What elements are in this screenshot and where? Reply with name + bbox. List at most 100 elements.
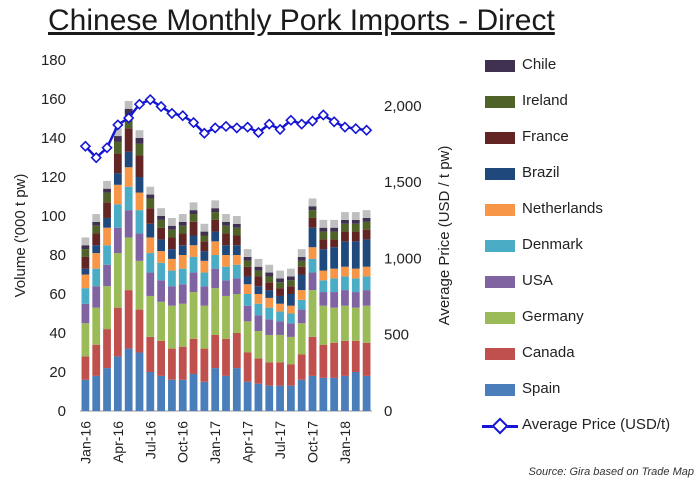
legend-label: Canada bbox=[522, 344, 575, 361]
bar-netherlands bbox=[254, 294, 263, 304]
bar-canada bbox=[146, 336, 155, 372]
bar-cap bbox=[286, 268, 295, 277]
bar-usa bbox=[189, 272, 198, 293]
price-marker bbox=[231, 122, 243, 134]
bar-germany bbox=[232, 294, 241, 333]
bar-denmark bbox=[211, 255, 220, 269]
price-marker bbox=[328, 116, 340, 128]
bar-netherlands bbox=[341, 266, 349, 277]
bar-cap bbox=[276, 270, 284, 279]
bar-usa bbox=[178, 284, 187, 304]
bar-brazil bbox=[351, 241, 360, 269]
bar-germany bbox=[103, 286, 111, 330]
bar-canada bbox=[157, 340, 166, 376]
price-marker bbox=[220, 120, 232, 133]
bar-chile bbox=[178, 221, 187, 226]
bar-spain bbox=[243, 381, 252, 411]
bar-spain bbox=[189, 373, 198, 411]
y2-tick-label: 0 bbox=[384, 403, 392, 420]
bar-netherlands bbox=[330, 268, 339, 279]
price-marker bbox=[285, 114, 297, 126]
bar-chile bbox=[92, 221, 101, 226]
bar-france bbox=[211, 219, 220, 232]
bar-canada bbox=[330, 342, 339, 378]
bar-cap bbox=[351, 212, 360, 220]
bar-brazil bbox=[189, 235, 198, 246]
bar-germany bbox=[276, 334, 284, 363]
price-marker bbox=[101, 142, 113, 154]
bar-chile bbox=[254, 266, 263, 271]
bar-usa bbox=[351, 292, 360, 308]
bar-france bbox=[81, 256, 90, 269]
bar-netherlands bbox=[157, 251, 166, 263]
y2-tick-label: 2,000 bbox=[384, 98, 422, 115]
bar-spain bbox=[146, 372, 155, 411]
bar-cap bbox=[319, 219, 328, 228]
legend-label: Average Price (USD/t) bbox=[522, 416, 671, 433]
bar-france bbox=[103, 202, 111, 218]
bar-chile bbox=[330, 227, 339, 232]
bar-brazil bbox=[319, 249, 328, 271]
bar-germany bbox=[308, 290, 317, 337]
bar-chile bbox=[297, 256, 306, 261]
bar-brazil bbox=[103, 217, 111, 228]
legend-swatch bbox=[485, 168, 515, 180]
bar-denmark bbox=[124, 186, 133, 211]
bar-chile bbox=[362, 217, 371, 222]
y2-tick-label: 1,500 bbox=[384, 174, 422, 191]
bar-netherlands bbox=[232, 255, 241, 265]
price-marker bbox=[274, 123, 286, 136]
bar-germany bbox=[178, 303, 187, 347]
legend-label: Chile bbox=[522, 56, 557, 73]
x-tick-label: Jan-16 bbox=[77, 421, 93, 464]
bar-chile bbox=[276, 278, 284, 283]
bar-netherlands bbox=[286, 305, 295, 314]
bar-canada bbox=[243, 352, 252, 382]
bar-canada bbox=[189, 338, 198, 374]
bar-ireland bbox=[297, 260, 306, 267]
bar-ireland bbox=[308, 210, 317, 218]
bar-denmark bbox=[319, 280, 328, 293]
bar-netherlands bbox=[81, 274, 90, 289]
bar-usa bbox=[297, 309, 306, 324]
legend-label: Netherlands bbox=[522, 200, 603, 217]
bar-cap bbox=[124, 100, 133, 109]
bar-cap bbox=[232, 216, 241, 224]
bar-denmark bbox=[103, 245, 111, 265]
bar-canada bbox=[178, 346, 187, 380]
bar-spain bbox=[135, 352, 144, 411]
bar-ireland bbox=[286, 280, 295, 287]
bar-ireland bbox=[254, 270, 263, 277]
bar-ireland bbox=[135, 143, 144, 156]
bar-brazil bbox=[330, 247, 339, 269]
bar-cap bbox=[189, 202, 198, 211]
bar-denmark bbox=[168, 270, 176, 287]
bar-brazil bbox=[178, 245, 187, 255]
bar-usa bbox=[135, 233, 144, 261]
bar-spain bbox=[222, 375, 230, 411]
bar-chile bbox=[341, 219, 349, 224]
bar-spain bbox=[168, 379, 176, 411]
bar-canada bbox=[168, 348, 176, 380]
bar-netherlands bbox=[135, 192, 144, 211]
bar-france bbox=[232, 235, 241, 246]
bar-canada bbox=[124, 290, 133, 349]
bar-usa bbox=[211, 268, 220, 289]
bar-chile bbox=[146, 194, 155, 199]
bar-ireland bbox=[81, 249, 90, 257]
y2-tick-label: 500 bbox=[384, 327, 409, 344]
bar-netherlands bbox=[92, 253, 101, 269]
bar-brazil bbox=[157, 239, 166, 252]
bar-usa bbox=[341, 290, 349, 306]
bar-cap bbox=[362, 210, 371, 218]
bar-ireland bbox=[157, 219, 166, 228]
bar-spain bbox=[113, 356, 122, 411]
bar-ireland bbox=[243, 260, 252, 267]
bar-germany bbox=[92, 307, 101, 345]
bar-ireland bbox=[276, 282, 284, 289]
price-marker bbox=[90, 152, 102, 164]
legend-swatch bbox=[485, 96, 515, 108]
bar-brazil bbox=[168, 249, 176, 259]
legend-label: Brazil bbox=[522, 164, 560, 181]
bar-canada bbox=[232, 333, 241, 369]
